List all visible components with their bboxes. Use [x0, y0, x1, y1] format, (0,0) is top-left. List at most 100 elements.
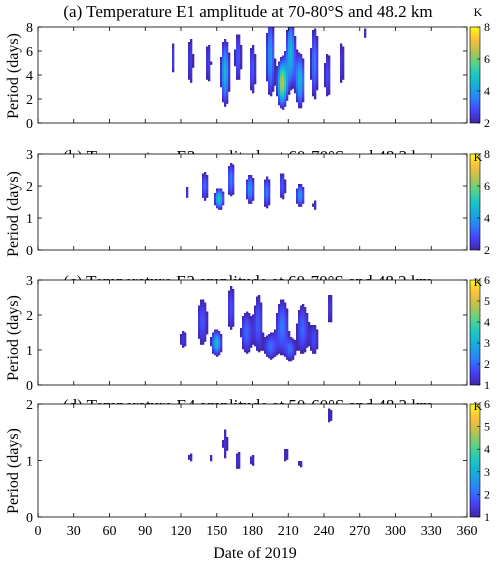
heatmap-cell [252, 340, 255, 342]
heatmap-cell [316, 340, 319, 342]
heatmap-cell [290, 82, 293, 85]
heatmap-cell [268, 40, 271, 43]
heatmap-cell [270, 66, 273, 68]
heatmap-cell [230, 290, 233, 293]
heatmap-cell [216, 350, 219, 353]
heatmap-cell [310, 344, 313, 347]
heatmap-cell [272, 349, 275, 351]
heatmap-cell [304, 347, 307, 350]
heatmap-cell [206, 320, 209, 323]
heatmap-cell [214, 193, 217, 195]
heatmap-cell [202, 332, 205, 335]
heatmap-cell [246, 335, 249, 338]
heatmap-cell [278, 335, 281, 338]
heatmap-cell [302, 202, 305, 204]
heatmap-cell [278, 81, 281, 83]
heatmap-cell [316, 48, 319, 50]
heatmap-cell [280, 94, 283, 97]
heatmap-cell [202, 311, 205, 314]
x-tick-label: 270 [349, 524, 370, 539]
heatmap-cell [330, 410, 333, 412]
heatmap-cell [282, 81, 285, 83]
heatmap-cell [256, 335, 259, 338]
heatmap-cell [296, 97, 299, 100]
heatmap-cell [282, 66, 285, 68]
heatmap-cell [260, 314, 263, 317]
heatmap-cell [328, 305, 331, 308]
heatmap-cell [274, 73, 277, 76]
heatmap-cell [252, 88, 255, 91]
heatmap-cell [202, 302, 205, 305]
heatmap-cell [364, 28, 367, 31]
heatmap-cell [288, 37, 291, 40]
heatmap-cell [264, 346, 267, 348]
heatmap-cell [250, 343, 253, 345]
heatmap-cell [276, 91, 279, 94]
heatmap-cell [248, 329, 251, 332]
heatmap-cell [302, 319, 305, 321]
heatmap-cell [250, 341, 253, 344]
heatmap-cell [270, 352, 273, 354]
heatmap-cell [272, 90, 275, 92]
heatmap-cell [280, 316, 283, 318]
heatmap-cell [316, 337, 319, 339]
heatmap-cell [202, 325, 205, 327]
heatmap-cell [272, 82, 275, 85]
heatmap-cell [260, 311, 263, 314]
heatmap-cell [282, 190, 285, 192]
heatmap-cell [290, 51, 293, 53]
heatmap-cell [282, 181, 285, 183]
heatmap-cell [260, 329, 263, 332]
heatmap-cell [224, 82, 227, 85]
heatmap-cell [250, 317, 253, 320]
heatmap-cell [250, 328, 253, 330]
panel-b-colorbar-unit: K [474, 150, 483, 164]
heatmap-cell [254, 308, 257, 311]
heatmap-cell [200, 337, 203, 339]
heatmap-cell [250, 196, 253, 198]
heatmap-cell [298, 325, 301, 327]
heatmap-cell [258, 344, 261, 347]
heatmap-cell [266, 343, 269, 345]
heatmap-cell [202, 187, 205, 189]
heatmap-cell [222, 78, 225, 80]
heatmap-cell [236, 78, 239, 80]
heatmap-cell [200, 310, 203, 312]
heatmap-cell [282, 70, 285, 73]
heatmap-cell [286, 40, 289, 43]
heatmap-cell [284, 69, 287, 71]
heatmap-cell [300, 79, 303, 82]
heatmap-cell [298, 75, 301, 77]
heatmap-cell [224, 450, 227, 453]
heatmap-cell [342, 63, 345, 65]
heatmap-cell [314, 97, 317, 100]
heatmap-cell [316, 45, 319, 47]
panel-d-colorbar-unit: K [474, 399, 483, 413]
heatmap-cell [244, 313, 247, 315]
heatmap-cell [224, 94, 227, 97]
heatmap-cell [306, 338, 309, 341]
heatmap-cell [252, 329, 255, 332]
heatmap-cell [294, 349, 297, 351]
heatmap-cell [222, 73, 225, 76]
heatmap-cell [228, 73, 231, 76]
heatmap-cell [268, 39, 271, 41]
heatmap-cell [214, 349, 217, 351]
heatmap-cell [278, 84, 281, 86]
heatmap-cell [232, 325, 235, 327]
heatmap-cell [172, 57, 175, 59]
heatmap-cell [272, 37, 275, 40]
heatmap-cell [314, 84, 317, 86]
heatmap-cell [200, 314, 203, 317]
heatmap-cell [308, 322, 311, 324]
heatmap-cell [184, 332, 187, 335]
heatmap-cell [312, 344, 315, 347]
heatmap-cell [300, 76, 303, 79]
heatmap-cell [280, 196, 283, 198]
heatmap-cell [266, 70, 269, 73]
heatmap-cell [288, 84, 291, 86]
heatmap-cell [282, 76, 285, 79]
heatmap-cell [300, 78, 303, 80]
heatmap-cell [276, 328, 279, 330]
heatmap-cell [302, 326, 305, 329]
